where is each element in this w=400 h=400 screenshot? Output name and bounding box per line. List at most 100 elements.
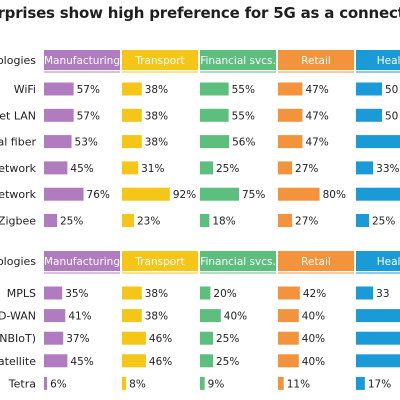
category-label: ical fiber xyxy=(0,136,36,149)
data-label: 18% xyxy=(212,216,235,228)
column-header-label: Financial svcs. xyxy=(200,256,276,268)
bar xyxy=(278,82,303,96)
data-label: 46% xyxy=(149,333,172,345)
category-label: Satellite xyxy=(0,355,36,368)
data-label: 41% xyxy=(68,311,91,323)
bar xyxy=(278,187,320,201)
column-header-label: Retail xyxy=(301,256,331,268)
data-label: 38% xyxy=(145,311,168,323)
data-label: 23% xyxy=(137,216,160,228)
bar xyxy=(278,135,303,149)
data-label: 57% xyxy=(77,84,100,96)
column-header-bg xyxy=(278,50,354,70)
column-header-label: Retail xyxy=(301,55,331,67)
data-label: 38% xyxy=(145,84,168,96)
data-label: 20% xyxy=(213,288,236,300)
column-header-label: Financial svcs. xyxy=(200,55,276,67)
column-header-label: Manufacturing xyxy=(44,256,120,268)
bar xyxy=(200,214,210,227)
bar xyxy=(122,82,142,96)
data-label: 38% xyxy=(145,110,168,122)
bar xyxy=(200,354,213,368)
bar xyxy=(122,309,142,323)
data-label: 38% xyxy=(145,288,168,300)
data-label: 46% xyxy=(149,356,172,368)
data-label: 17% xyxy=(368,378,391,390)
data-label: 8% xyxy=(129,378,146,390)
column-header-bg xyxy=(278,251,354,271)
bar xyxy=(356,354,400,368)
data-label: 76% xyxy=(87,189,110,201)
bar xyxy=(356,376,365,390)
bar xyxy=(200,161,213,175)
data-label: 45% xyxy=(70,356,93,368)
data-label: 6% xyxy=(50,378,67,390)
data-label: 25% xyxy=(216,163,239,175)
data-label: 40% xyxy=(302,311,325,323)
bar xyxy=(278,309,299,323)
row-header-label: nologies xyxy=(0,54,36,67)
bar xyxy=(122,376,127,390)
data-label: 27% xyxy=(295,216,318,228)
data-label: 50 xyxy=(385,110,398,122)
bar xyxy=(356,214,369,227)
data-label: 27% xyxy=(295,163,318,175)
bar xyxy=(122,286,142,300)
bar xyxy=(44,214,57,227)
bar xyxy=(356,331,400,345)
category-label: MPLS xyxy=(7,287,36,300)
data-label: 33 xyxy=(376,288,389,300)
bar xyxy=(200,331,213,345)
category-label: Zigbee xyxy=(0,215,36,228)
data-label: 38% xyxy=(145,137,168,149)
chart-title: Enterprises show high preference for 5G … xyxy=(0,4,400,22)
bar xyxy=(200,309,221,323)
bar xyxy=(44,376,48,390)
bar xyxy=(44,161,68,175)
panel-1: nologies Manufacturing Transport Financial … xyxy=(0,50,400,228)
bar xyxy=(356,286,374,300)
data-label: 53% xyxy=(75,137,98,149)
data-label: 80% xyxy=(323,189,346,201)
bar xyxy=(122,108,142,122)
category-label: Tetra xyxy=(8,377,36,390)
column-header-label: Manufacturing xyxy=(44,55,120,67)
bar xyxy=(278,214,293,227)
category-label: (NBIoT) xyxy=(0,332,36,345)
bar xyxy=(200,82,229,96)
bar xyxy=(278,376,284,390)
data-label: 55% xyxy=(232,110,255,122)
bar xyxy=(278,354,299,368)
category-label: rnet LAN xyxy=(0,109,36,122)
data-label: 40% xyxy=(302,356,325,368)
data-label: 75% xyxy=(242,189,265,201)
bar xyxy=(356,108,382,122)
row-header-label: nologies xyxy=(0,255,36,268)
data-label: 25% xyxy=(216,356,239,368)
bar xyxy=(44,286,63,300)
bar xyxy=(356,187,400,201)
bar xyxy=(200,108,229,122)
bar xyxy=(278,108,303,122)
data-label: 92% xyxy=(173,189,196,201)
data-label: 25% xyxy=(372,216,395,228)
data-label: 33% xyxy=(376,163,399,175)
bar xyxy=(356,161,374,175)
bar xyxy=(122,331,146,345)
data-label: 45% xyxy=(70,163,93,175)
data-label: 31% xyxy=(141,163,164,175)
bar xyxy=(122,135,142,149)
bar xyxy=(200,187,239,201)
bar xyxy=(200,135,230,149)
category-label: network xyxy=(0,188,37,201)
bar xyxy=(44,108,74,122)
bar xyxy=(356,135,400,149)
bar xyxy=(44,187,84,201)
bar xyxy=(278,161,293,175)
data-label: 25% xyxy=(216,333,239,345)
bar xyxy=(122,161,139,175)
bar xyxy=(356,82,382,96)
bar xyxy=(122,214,134,227)
data-label: 35% xyxy=(65,288,88,300)
data-label: 42% xyxy=(303,288,326,300)
